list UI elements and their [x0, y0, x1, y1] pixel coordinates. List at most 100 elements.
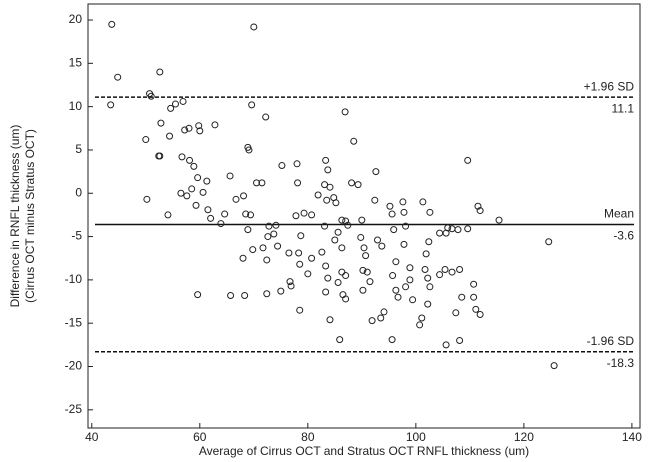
point — [241, 291, 249, 299]
point — [400, 240, 408, 248]
point — [156, 152, 164, 160]
point — [114, 73, 122, 81]
y-tick-label: -5 — [71, 229, 82, 243]
point — [194, 291, 202, 299]
point — [425, 238, 433, 246]
point — [322, 288, 330, 296]
point — [245, 146, 253, 154]
point — [232, 195, 240, 203]
y-axis-label: Difference in RNFL thickness (um) — [8, 125, 22, 308]
y-tick-label: 0 — [75, 185, 82, 199]
point — [190, 162, 198, 170]
point — [262, 113, 270, 121]
point — [242, 210, 250, 218]
point — [177, 189, 185, 197]
point — [380, 308, 388, 316]
point — [296, 306, 304, 314]
y-tick-label: -25 — [65, 402, 83, 416]
reference-label: -1.96 SD — [587, 334, 635, 348]
point — [179, 97, 187, 105]
y-axis-label: (Cirrus OCT minus Stratus OCT) — [23, 129, 37, 303]
point — [344, 221, 352, 229]
point — [304, 270, 312, 278]
point — [259, 244, 267, 252]
point — [470, 280, 478, 288]
point — [324, 274, 332, 282]
point — [240, 192, 248, 200]
point — [444, 224, 452, 232]
point — [452, 309, 460, 317]
point — [392, 258, 400, 266]
point — [366, 278, 374, 286]
point — [287, 282, 295, 290]
point — [402, 222, 410, 230]
point — [406, 276, 414, 284]
point — [342, 217, 350, 225]
y-tick-label: 10 — [69, 99, 83, 113]
point — [399, 198, 407, 206]
point — [157, 119, 165, 127]
point — [272, 221, 280, 229]
point — [358, 216, 366, 224]
point — [436, 229, 444, 237]
point — [142, 136, 150, 144]
point — [185, 124, 193, 132]
point — [147, 92, 155, 100]
point — [550, 362, 558, 370]
point — [143, 195, 151, 203]
point — [470, 293, 478, 301]
point — [323, 196, 331, 204]
point — [394, 293, 402, 301]
point — [342, 295, 350, 303]
point — [108, 20, 116, 28]
point — [293, 160, 301, 168]
y-tick-label: -20 — [65, 359, 83, 373]
point — [419, 198, 427, 206]
point — [377, 314, 385, 322]
point — [297, 232, 305, 240]
point — [181, 126, 189, 134]
point — [285, 249, 293, 257]
point — [167, 104, 175, 112]
point — [188, 185, 196, 193]
point — [338, 244, 346, 252]
point — [265, 222, 273, 230]
point — [464, 225, 472, 233]
point — [227, 291, 235, 299]
point — [334, 278, 342, 286]
point — [418, 314, 426, 322]
point — [263, 256, 271, 264]
x-tick-label: 40 — [85, 430, 99, 444]
point — [186, 156, 194, 164]
y-tick-label: 5 — [75, 142, 82, 156]
point — [308, 254, 316, 262]
point — [248, 101, 256, 109]
point — [300, 209, 308, 217]
point — [426, 208, 434, 216]
point — [171, 100, 179, 108]
point — [448, 268, 456, 276]
point — [472, 305, 480, 313]
point — [389, 272, 397, 280]
point — [263, 290, 271, 298]
point — [495, 216, 503, 224]
point — [421, 265, 429, 273]
point — [292, 212, 300, 220]
point — [221, 210, 229, 218]
point — [388, 210, 396, 218]
point — [166, 132, 174, 140]
point — [359, 266, 367, 274]
point — [195, 122, 203, 130]
point — [164, 211, 172, 219]
point — [314, 191, 322, 199]
point — [192, 201, 200, 209]
point — [363, 268, 371, 276]
point — [295, 249, 303, 257]
point — [183, 192, 191, 200]
point — [422, 250, 430, 258]
point — [458, 293, 466, 301]
point — [368, 317, 376, 325]
point — [203, 177, 211, 185]
point — [286, 278, 294, 286]
